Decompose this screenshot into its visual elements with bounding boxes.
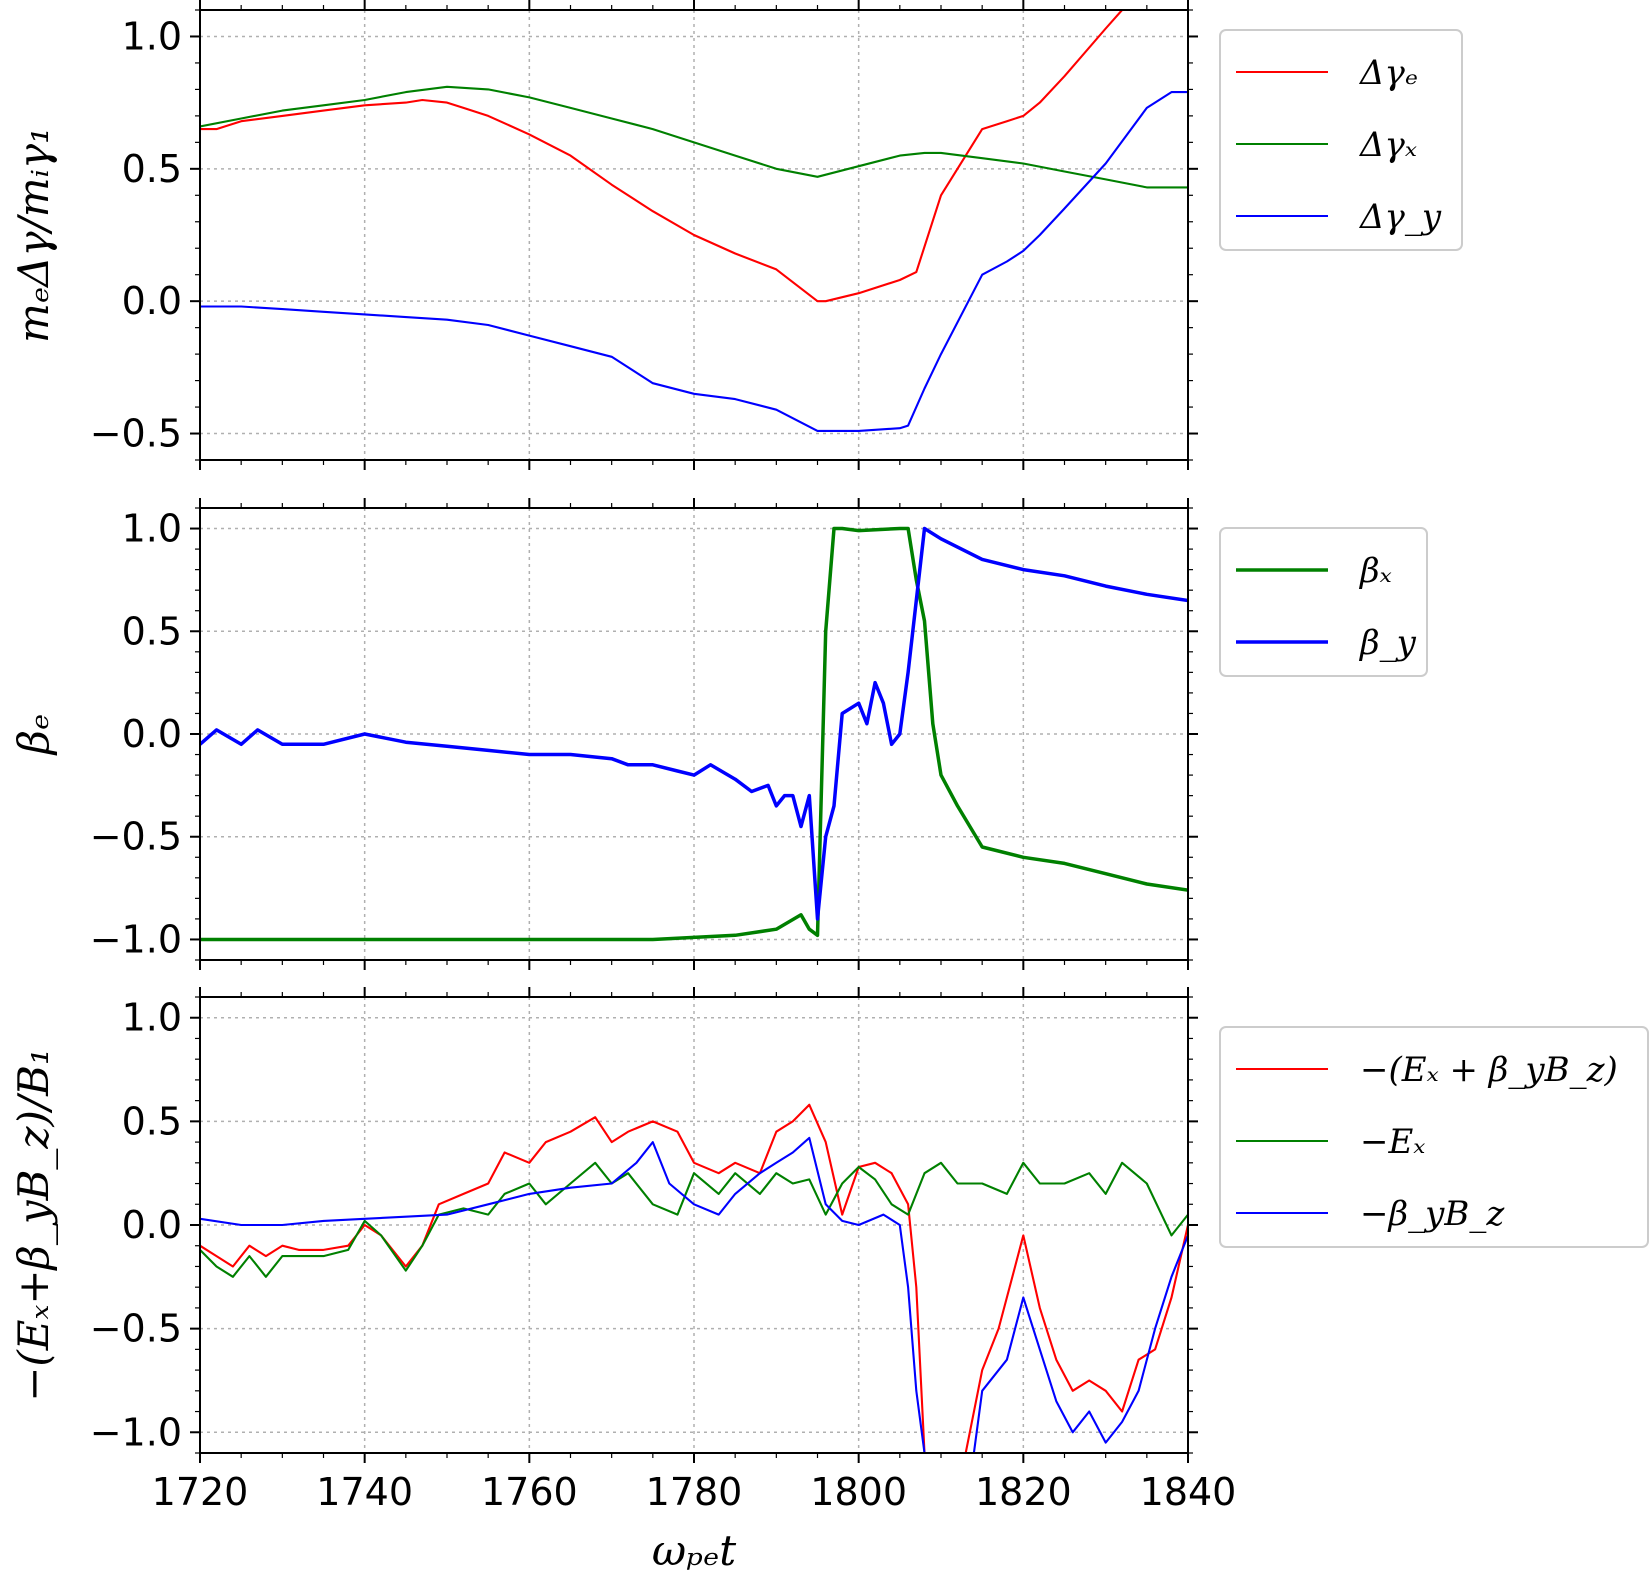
legend-label: Δγₑ bbox=[1358, 53, 1418, 93]
x-tick-label: 1760 bbox=[481, 1470, 578, 1514]
chart-panel-3: −1.0 −0.5 0.0 0.5 1.0 1720 1740 1760 1780 1800 182… bbox=[9, 987, 1649, 1514]
y-tick-label: 1.0 bbox=[122, 507, 182, 551]
chart-panel-1: −0.5 0.0 0.5 1.0 mₑΔγ/mᵢγ₁ Δγₑ Δγₓ Δγ_y bbox=[9, 0, 1463, 470]
series-line-2 bbox=[200, 526, 1188, 921]
series-line-2 bbox=[200, 1161, 1188, 1278]
x-tick-label: 1820 bbox=[975, 1470, 1072, 1514]
y-tick-label: 0.0 bbox=[122, 712, 182, 756]
y-axis-label: −(Eₓ+β_yB_z)/B₁ bbox=[9, 1048, 58, 1402]
series-line-1 bbox=[200, 10, 1123, 303]
series-line-3 bbox=[200, 91, 1188, 432]
legend-label: βₓ bbox=[1358, 551, 1392, 591]
y-tick-label: 0.5 bbox=[122, 147, 182, 191]
legend-label: −(Eₓ + β_yB_z) bbox=[1360, 1050, 1618, 1090]
series-line-1 bbox=[200, 526, 1188, 942]
series-line-2 bbox=[200, 85, 1188, 189]
y-tick-label: 1.0 bbox=[122, 996, 182, 1040]
y-axis-label: βₑ bbox=[9, 714, 58, 757]
legend-box bbox=[1219, 1026, 1649, 1248]
legend-label: −β_yB_z bbox=[1360, 1194, 1505, 1234]
legend: βₓ β_y bbox=[1219, 527, 1428, 677]
y-tick-label: 0.5 bbox=[122, 1099, 182, 1143]
legend-label: Δγₓ bbox=[1358, 125, 1417, 165]
y-tick-label: −0.5 bbox=[90, 412, 182, 456]
legend: Δγₑ Δγₓ Δγ_y bbox=[1219, 29, 1463, 251]
y-tick-label: 1.0 bbox=[122, 14, 182, 58]
legend-label: −Eₓ bbox=[1360, 1122, 1425, 1162]
x-tick-label: 1740 bbox=[316, 1470, 413, 1514]
legend-label: Δγ_y bbox=[1358, 197, 1442, 237]
x-tick-label: 1780 bbox=[646, 1470, 743, 1514]
chart-panel-2: −1.0 −0.5 0.0 0.5 1.0 βₑ βₓ β_y bbox=[9, 498, 1428, 970]
y-tick-label: 0.0 bbox=[122, 279, 182, 323]
y-axis-label: mₑΔγ/mᵢγ₁ bbox=[9, 127, 58, 343]
y-tick-label: −0.5 bbox=[90, 1307, 182, 1351]
legend-label: β_y bbox=[1358, 623, 1417, 663]
y-tick-label: 0.5 bbox=[122, 609, 182, 653]
y-tick-label: 0.0 bbox=[122, 1203, 182, 1247]
x-axis-label: ωₚₑt bbox=[652, 1526, 736, 1575]
series-line-3 bbox=[200, 1136, 1188, 1453]
y-tick-label: −1.0 bbox=[90, 917, 182, 961]
legend: −(Eₓ + β_yB_z) −Eₓ −β_yB_z bbox=[1219, 1026, 1649, 1248]
x-tick-label: 1720 bbox=[152, 1470, 249, 1514]
legend-box bbox=[1219, 527, 1428, 677]
x-tick-label: 1800 bbox=[810, 1470, 907, 1514]
x-tick-label: 1840 bbox=[1140, 1470, 1237, 1514]
y-tick-label: −1.0 bbox=[90, 1410, 182, 1454]
series-line-1 bbox=[200, 1103, 1188, 1453]
y-tick-label: −0.5 bbox=[90, 815, 182, 859]
legend-box bbox=[1219, 29, 1463, 251]
